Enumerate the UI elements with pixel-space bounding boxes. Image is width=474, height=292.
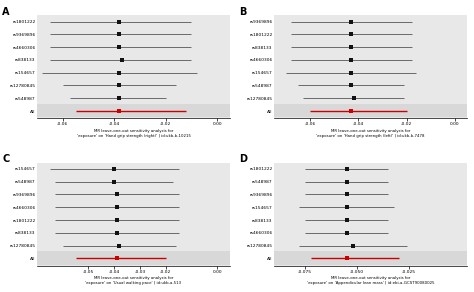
Bar (274, 15, 467, 104)
Bar (37, 163, 230, 251)
Text: B: B (239, 7, 246, 17)
Bar (274, 163, 467, 251)
Bar (274, 104, 467, 117)
Bar (37, 251, 230, 265)
Bar (37, 15, 230, 104)
Text: A: A (2, 7, 10, 17)
Bar (274, 251, 467, 265)
X-axis label: MR leave-one-out sensitivity analysis for
'exposure' on 'Hand grip strength (lef: MR leave-one-out sensitivity analysis fo… (316, 129, 425, 138)
X-axis label: MR leave-one-out sensitivity analysis for
'exposure' on 'Appendicular lean mass': MR leave-one-out sensitivity analysis fo… (307, 277, 434, 285)
X-axis label: MR leave-one-out sensitivity analysis for
'exposure' on 'Usual walking pace' | i: MR leave-one-out sensitivity analysis fo… (85, 277, 182, 285)
Text: C: C (2, 154, 9, 164)
Bar (37, 104, 230, 117)
Text: D: D (239, 154, 247, 164)
X-axis label: MR leave-one-out sensitivity analysis for
'exposure' on 'Hand grip strength (rig: MR leave-one-out sensitivity analysis fo… (77, 129, 191, 138)
